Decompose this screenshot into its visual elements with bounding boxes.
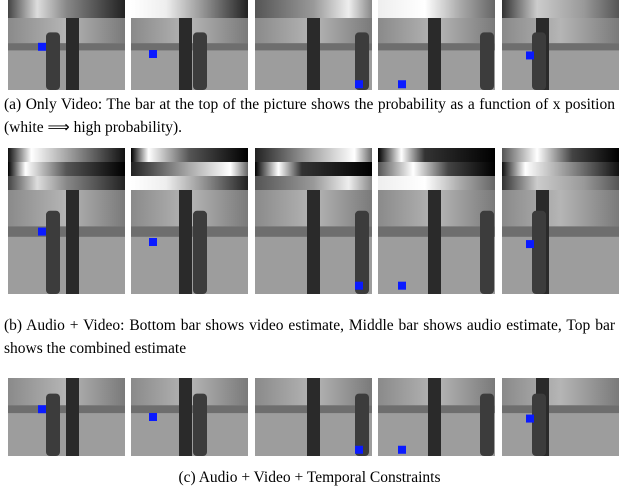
pole: [428, 378, 441, 456]
probability-bar: [502, 0, 619, 18]
person: [355, 211, 369, 294]
frame: [255, 378, 372, 456]
tracker-box: [526, 51, 534, 59]
person: [532, 32, 546, 90]
audio-bar: [378, 162, 495, 176]
caption: (a) Only Video: The bar at the top of th…: [4, 93, 615, 139]
combined-bar: [255, 148, 372, 162]
pole: [307, 18, 320, 90]
tracker-box: [355, 80, 363, 88]
pole: [66, 378, 79, 456]
figure: (a) Only Video: The bar at the top of th…: [0, 0, 619, 499]
person: [532, 211, 546, 294]
tracker-box: [149, 50, 157, 58]
person: [480, 32, 494, 90]
pole: [428, 18, 441, 90]
pole: [179, 190, 192, 294]
person: [193, 394, 207, 456]
video-bar: [378, 176, 495, 190]
video-bar: [502, 176, 619, 190]
frame: [255, 148, 372, 294]
tracker-box: [38, 228, 46, 236]
audio-bar: [255, 162, 372, 176]
combined-bar: [8, 148, 125, 162]
audio-bar: [8, 162, 125, 176]
caption: (b) Audio + Video: Bottom bar shows vide…: [4, 314, 615, 360]
combined-bar: [378, 148, 495, 162]
frame: [8, 148, 125, 294]
person: [46, 32, 60, 90]
person: [193, 211, 207, 294]
pole: [66, 190, 79, 294]
probability-bar: [131, 0, 248, 18]
tracker-box: [355, 282, 363, 290]
tracker-box: [149, 238, 157, 246]
audio-bar: [131, 162, 248, 176]
tracker-box: [38, 43, 46, 51]
frame: [131, 0, 248, 90]
person: [480, 211, 494, 294]
probability-bar: [8, 0, 125, 18]
frame: [378, 148, 495, 294]
person: [480, 394, 494, 456]
combined-bar: [131, 148, 248, 162]
tracker-box: [398, 80, 406, 88]
frame: [502, 378, 619, 456]
video-bar: [255, 176, 372, 190]
tracker-box: [398, 446, 406, 454]
frame: [502, 148, 619, 294]
frame: [8, 378, 125, 456]
pole: [179, 18, 192, 90]
tracker-box: [149, 413, 157, 421]
trees: [502, 405, 619, 413]
tracker-box: [526, 240, 534, 248]
tracker-box: [38, 405, 46, 413]
frame: [255, 0, 372, 90]
pole: [307, 190, 320, 294]
trees: [502, 43, 619, 50]
probability-bar: [255, 0, 372, 18]
frame: [131, 378, 248, 456]
frame: [378, 0, 495, 90]
frame: [131, 148, 248, 294]
audio-bar: [502, 162, 619, 176]
video-bar: [8, 176, 125, 190]
frame: [502, 0, 619, 90]
probability-bar: [378, 0, 495, 18]
pole: [428, 190, 441, 294]
pole: [307, 378, 320, 456]
pole: [179, 378, 192, 456]
tracker-box: [355, 446, 363, 454]
combined-bar: [502, 148, 619, 162]
frame: [378, 378, 495, 456]
tracker-box: [398, 282, 406, 290]
tracker-box: [526, 415, 534, 423]
caption: (c) Audio + Video + Temporal Constraints: [4, 466, 615, 489]
person: [46, 211, 60, 294]
video-bar: [131, 176, 248, 190]
frames: [0, 0, 619, 499]
person: [46, 394, 60, 456]
trees: [502, 226, 619, 236]
frame: [8, 0, 125, 90]
pole: [66, 18, 79, 90]
person: [193, 32, 207, 90]
person: [532, 394, 546, 456]
